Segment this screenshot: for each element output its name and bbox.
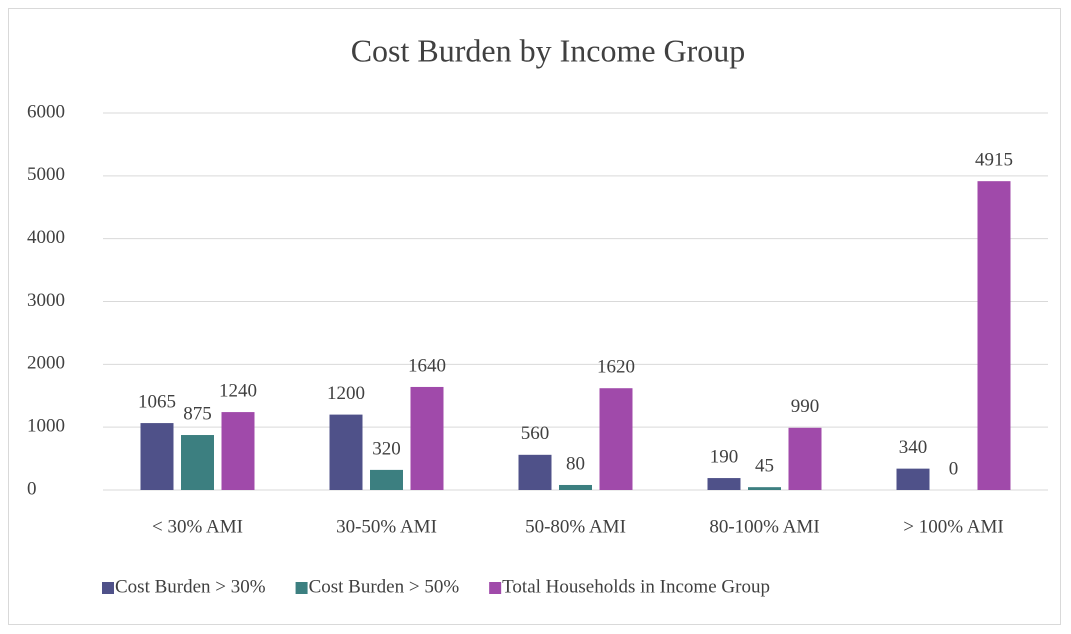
bar <box>748 487 781 490</box>
x-tick-label: > 100% AMI <box>903 516 1003 537</box>
data-label: 320 <box>372 438 401 459</box>
legend-label: Total Households in Income Group <box>502 576 770 597</box>
data-label: 190 <box>710 446 739 467</box>
data-label: 4915 <box>975 150 1013 171</box>
data-label: 1620 <box>597 357 635 378</box>
bar <box>977 181 1011 490</box>
data-label: 0 <box>949 458 959 479</box>
y-tick-label: 0 <box>27 478 37 499</box>
legend-swatch <box>489 582 502 594</box>
y-tick-label: 5000 <box>27 164 65 185</box>
legend-swatch <box>102 582 114 594</box>
data-label: 560 <box>521 423 550 444</box>
y-tick-label: 4000 <box>27 227 65 248</box>
legend-label: Cost Burden > 30% <box>115 576 266 597</box>
data-label: 1065 <box>138 391 176 412</box>
y-tick-label: 3000 <box>27 290 65 311</box>
data-label: 1240 <box>219 380 257 401</box>
y-tick-label: 6000 <box>27 101 65 122</box>
bar <box>788 427 822 490</box>
x-tick-label: 30-50% AMI <box>336 516 437 537</box>
data-label: 340 <box>899 437 928 458</box>
data-label: 1640 <box>408 355 446 376</box>
bar <box>599 388 633 490</box>
data-label: 45 <box>755 456 774 477</box>
chart-title: Cost Burden by Income Group <box>351 32 746 68</box>
bar <box>370 469 403 490</box>
x-tick-label: 80-100% AMI <box>709 516 819 537</box>
bar <box>181 435 214 490</box>
x-tick-label: < 30% AMI <box>152 516 243 537</box>
data-label: 990 <box>791 396 820 417</box>
bar <box>518 454 552 490</box>
y-tick-label: 1000 <box>27 416 65 437</box>
data-label: 1200 <box>327 383 365 404</box>
bar <box>140 423 174 490</box>
bar <box>559 484 592 490</box>
bar <box>707 478 741 490</box>
legend-swatch <box>295 582 308 594</box>
bar <box>896 468 930 490</box>
bar <box>329 414 363 490</box>
legend-label: Cost Burden > 50% <box>309 576 460 597</box>
chart-border <box>8 8 1061 625</box>
x-tick-label: 50-80% AMI <box>525 516 626 537</box>
y-tick-label: 2000 <box>27 353 65 374</box>
bar <box>221 412 255 490</box>
data-label: 875 <box>183 403 212 424</box>
data-label: 80 <box>566 453 585 474</box>
bar <box>410 386 444 490</box>
